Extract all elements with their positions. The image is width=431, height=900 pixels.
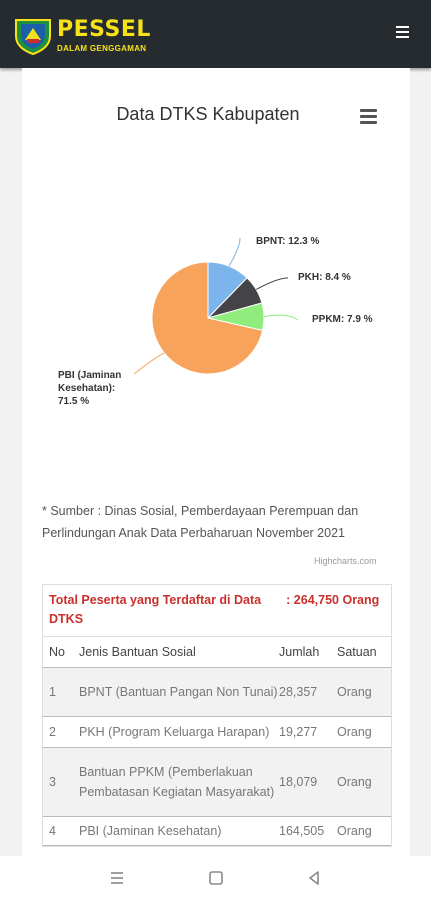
cell-no: 4 <box>49 824 56 838</box>
cell-jumlah: 164,505 <box>279 824 325 838</box>
logo-icon[interactable] <box>12 14 54 56</box>
table-row: 4 PBI (Jaminan Kesehatan) 164,505 Orang <box>43 817 391 846</box>
brand-tagline: DALAM GENGGAMAN <box>57 44 147 53</box>
cell-jenis: PBI (Jaminan Kesehatan) <box>79 824 222 838</box>
label-connector <box>133 352 165 375</box>
header-no: No <box>49 645 65 659</box>
label-connector <box>255 277 289 290</box>
recent-apps-icon[interactable] <box>107 868 127 888</box>
total-value: : 264,750 Orang <box>286 593 380 607</box>
data-label: PKH: 8.4 % <box>298 272 351 283</box>
cell-jumlah: 18,079 <box>279 775 318 789</box>
pie-chart: BPNT: 12.3 % PKH: 8.4 % PPKM: 7.9 % PBI (Ja… <box>58 236 373 407</box>
cell-jenis: PKH (Program Keluarga Harapan) <box>79 725 270 739</box>
cell-no: 1 <box>49 685 56 699</box>
data-label: PBI (Jaminan Kesehatan): 71.5 % <box>58 370 121 407</box>
app-header: PESSEL DALAM GENGGAMAN <box>0 0 431 68</box>
cell-jumlah: 19,277 <box>279 725 318 739</box>
table-header: No Jenis Bantuan Sosial Jumlah Satuan <box>43 637 391 668</box>
cell-satuan: Orang <box>337 725 372 739</box>
cell-no: 3 <box>49 775 56 789</box>
label-connector <box>263 314 299 321</box>
home-icon[interactable] <box>206 868 226 888</box>
table-row: 3 Bantuan PPKM (Pemberlakuan Pembatasan … <box>43 748 391 817</box>
header-jenis: Jenis Bantuan Sosial <box>79 645 196 659</box>
system-nav-bar <box>0 856 431 900</box>
cell-no: 2 <box>49 725 56 739</box>
pie-slice[interactable] <box>151 261 264 375</box>
cell-satuan: Orang <box>337 685 372 699</box>
dtks-table: Total Peserta yang Terdaftar di Data DTK… <box>42 584 392 847</box>
chart-title: Data DTKS Kabupaten <box>116 104 300 124</box>
header-jumlah: Jumlah <box>279 645 320 659</box>
data-label: BPNT: 12.3 % <box>256 236 319 247</box>
data-label: PPKM: 7.9 % <box>312 314 373 325</box>
cell-jumlah: 28,357 <box>279 685 318 699</box>
table-row: 1 BPNT (Bantuan Pangan Non Tunai) 28,357… <box>43 668 391 717</box>
cell-satuan: Orang <box>337 775 372 789</box>
table-row: 2 PKH (Program Keluarga Harapan) 19,277 … <box>43 717 391 748</box>
cell-satuan: Orang <box>337 824 372 838</box>
header-satuan: Satuan <box>337 645 377 659</box>
cell-jenis: BPNT (Bantuan Pangan Non Tunai) <box>79 685 278 699</box>
source-note: * Sumber : Dinas Sosial, Pemberdayaan Pe… <box>42 504 359 540</box>
chart-menu-icon[interactable] <box>360 109 377 124</box>
label-connector <box>228 237 241 267</box>
menu-icon[interactable] <box>396 26 409 38</box>
cell-jenis: Bantuan PPKM (Pemberlakuan Pembatasan Ke… <box>79 765 275 799</box>
total-row: Total Peserta yang Terdaftar di Data DTK… <box>43 585 391 637</box>
back-icon[interactable] <box>304 868 324 888</box>
main-content: Data DTKS Kabupaten BPNT: 12.3 % PKH: 8.4… <box>22 68 410 868</box>
chart-credit[interactable]: Highcharts.com <box>314 556 377 566</box>
total-label: Total Peserta yang Terdaftar di Data DTK… <box>49 593 262 626</box>
brand-name: PESSEL <box>57 17 151 42</box>
